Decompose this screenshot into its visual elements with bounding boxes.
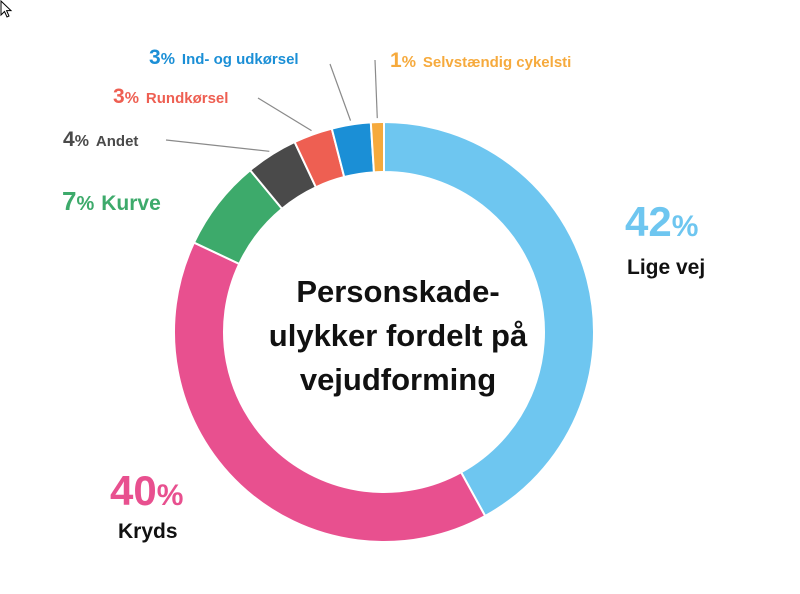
category-label-selvst-ndig-cykelsti: Selvstændig cykelsti (423, 54, 571, 71)
value-label-kryds: 40% (110, 467, 183, 514)
slice-lige-vej (383, 120, 595, 518)
leader-line-ind-og-udk-rsel (329, 63, 352, 121)
category-label-lige-vej: Lige vej (627, 256, 705, 279)
category-label-ind-og-udk-rsel: Ind- og udkørsel (182, 51, 299, 68)
category-label-rundk-rsel: Rundkørsel (146, 90, 229, 107)
value-label-rundk-rsel: 3% Rundkørsel (113, 85, 228, 108)
value-label-andet: 4% Andet (63, 128, 138, 151)
category-label-kurve: Kurve (101, 192, 161, 215)
slice-selvst-ndig-cykelsti (369, 120, 385, 174)
leader-line-andet (165, 139, 270, 152)
category-label-kryds: Kryds (118, 520, 178, 543)
slice-kryds (173, 241, 487, 543)
chart-title-line-3: vejudforming (299, 362, 497, 397)
chart-title: Personskade- ulykker fordelt på vejudfor… (258, 270, 538, 402)
value-label-selvst-ndig-cykelsti: 1% Selvstændig cykelsti (390, 49, 571, 72)
mouse-cursor-icon (0, 0, 13, 18)
category-label-andet: Andet (96, 133, 139, 150)
leader-line-selvst-ndig-cykelsti (374, 59, 378, 119)
chart-title-line-1: Personskade- (296, 274, 500, 309)
value-label-ind-og-udk-rsel: 3% Ind- og udkørsel (149, 46, 299, 69)
chart-title-line-2: ulykker fordelt på (268, 318, 528, 353)
value-label-kurve: 7% Kurve (62, 186, 161, 216)
leader-line-rundk-rsel (257, 97, 312, 132)
value-label-lige-vej: 42% (625, 198, 698, 245)
